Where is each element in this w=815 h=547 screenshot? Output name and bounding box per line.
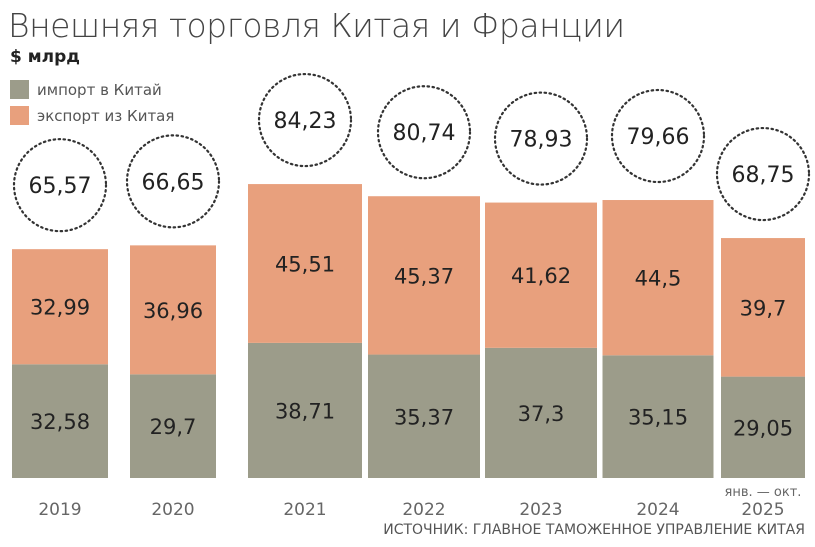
label-export-2020: 36,96: [143, 299, 203, 323]
bar-export-2025: [721, 238, 805, 377]
label-total-2024: 79,66: [627, 125, 690, 150]
x-tick-2025: 2025: [741, 500, 784, 520]
bar-import-2024: [602, 355, 714, 478]
bar-export-2023: [485, 202, 597, 348]
total-circle-2023: [493, 91, 589, 186]
label-total-2023: 78,93: [510, 128, 573, 153]
total-circle-2020: [125, 134, 221, 229]
legend-item-import: импорт в Китай: [10, 80, 162, 99]
bar-import-2022: [368, 354, 480, 478]
chart-title: Внешняя торговля Китая и Франции: [8, 6, 625, 45]
bar-export-2024: [602, 200, 714, 356]
total-circle-2025: [715, 126, 811, 222]
label-export-2023: 41,62: [511, 264, 571, 288]
label-export-2024: 44,5: [635, 267, 682, 291]
label-export-2025: 39,7: [740, 296, 787, 320]
total-circle-2022: [376, 85, 472, 180]
label-import-2022: 35,37: [394, 405, 454, 429]
label-import-2025: 29,05: [733, 416, 793, 440]
label-export-2022: 45,37: [394, 264, 454, 288]
label-total-2022: 80,74: [393, 121, 456, 146]
label-export-2021: 45,51: [275, 252, 335, 276]
legend-swatch-import: [10, 80, 29, 99]
x-tick-2021: 2021: [283, 500, 326, 520]
bar-export-2020: [130, 245, 216, 375]
bar-export-2019: [12, 249, 108, 365]
label-import-2021: 38,71: [275, 399, 335, 423]
label-import-2024: 35,15: [628, 406, 688, 430]
label-total-2021: 84,23: [274, 109, 337, 134]
label-import-2020: 29,7: [150, 415, 197, 439]
legend-swatch-export: [10, 106, 29, 125]
unit-label: $ млрд: [10, 47, 80, 67]
bar-import-2025: [721, 376, 805, 478]
bar-export-2022: [368, 196, 480, 355]
bar-import-2019: [12, 364, 108, 478]
label-total-2019: 65,57: [29, 174, 92, 199]
label-export-2019: 32,99: [30, 296, 90, 320]
x-tick-2020: 2020: [151, 500, 194, 520]
label-total-2025: 68,75: [732, 163, 795, 188]
legend-label: экспорт из Китая: [37, 106, 175, 125]
bar-import-2021: [248, 342, 362, 478]
bar-import-2023: [485, 347, 597, 478]
source-note: ИСТОЧНИК: ГЛАВНОЕ ТАМОЖЕННОЕ УПРАВЛЕНИЕ …: [383, 522, 805, 538]
bar-export-2021: [248, 184, 362, 343]
x-tick-2023: 2023: [519, 500, 562, 520]
x-tick-2024: 2024: [636, 500, 679, 520]
legend-label: импорт в Китай: [37, 80, 162, 99]
label-total-2020: 66,65: [142, 170, 205, 195]
bar-import-2020: [130, 374, 216, 478]
x-tick-2022: 2022: [402, 500, 445, 520]
total-circle-2024: [610, 88, 706, 184]
total-circle-2019: [12, 138, 108, 233]
total-circle-2021: [257, 72, 353, 168]
x-tick-2019: 2019: [38, 500, 81, 520]
label-import-2019: 32,58: [30, 410, 90, 434]
label-import-2023: 37,3: [518, 402, 565, 426]
legend-item-export: экспорт из Китая: [10, 106, 174, 125]
x-tick-note-2025: янв. — окт.: [725, 485, 802, 500]
